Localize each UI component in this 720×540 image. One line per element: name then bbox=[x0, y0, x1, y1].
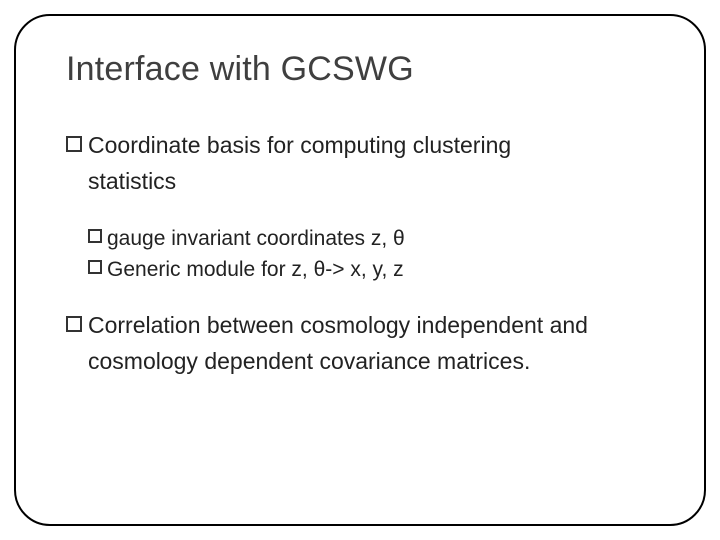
sub-bullet-1: gauge invariant coordinates z, θ bbox=[88, 225, 654, 252]
item2-line1: Correlation between cosmology independen… bbox=[88, 311, 588, 341]
item1-line1: Coordinate basis for computing clusterin… bbox=[88, 131, 511, 161]
sub2-text: Generic module for z, θ-> x, y, z bbox=[107, 256, 404, 283]
slide-title: Interface with GCSWG bbox=[66, 50, 654, 89]
square-bullet-icon bbox=[88, 229, 102, 243]
item2-continuation: cosmology dependent covariance matrices. bbox=[88, 347, 654, 377]
item1-line2: statistics bbox=[88, 168, 176, 194]
sub1-text: gauge invariant coordinates z, θ bbox=[107, 225, 405, 252]
bullet-item-1: Coordinate basis for computing clusterin… bbox=[66, 131, 654, 161]
slide-frame: Interface with GCSWG Coordinate basis fo… bbox=[14, 14, 706, 526]
item2-line2: cosmology dependent covariance matrices. bbox=[88, 348, 530, 374]
item1-continuation: statistics bbox=[88, 167, 654, 197]
square-bullet-icon bbox=[66, 136, 82, 152]
sub-bullet-2: Generic module for z, θ-> x, y, z bbox=[88, 256, 654, 283]
bullet-item-2: Correlation between cosmology independen… bbox=[66, 311, 654, 341]
square-bullet-icon bbox=[88, 260, 102, 274]
square-bullet-icon bbox=[66, 316, 82, 332]
sub-bullets: gauge invariant coordinates z, θ Generic… bbox=[88, 225, 654, 284]
